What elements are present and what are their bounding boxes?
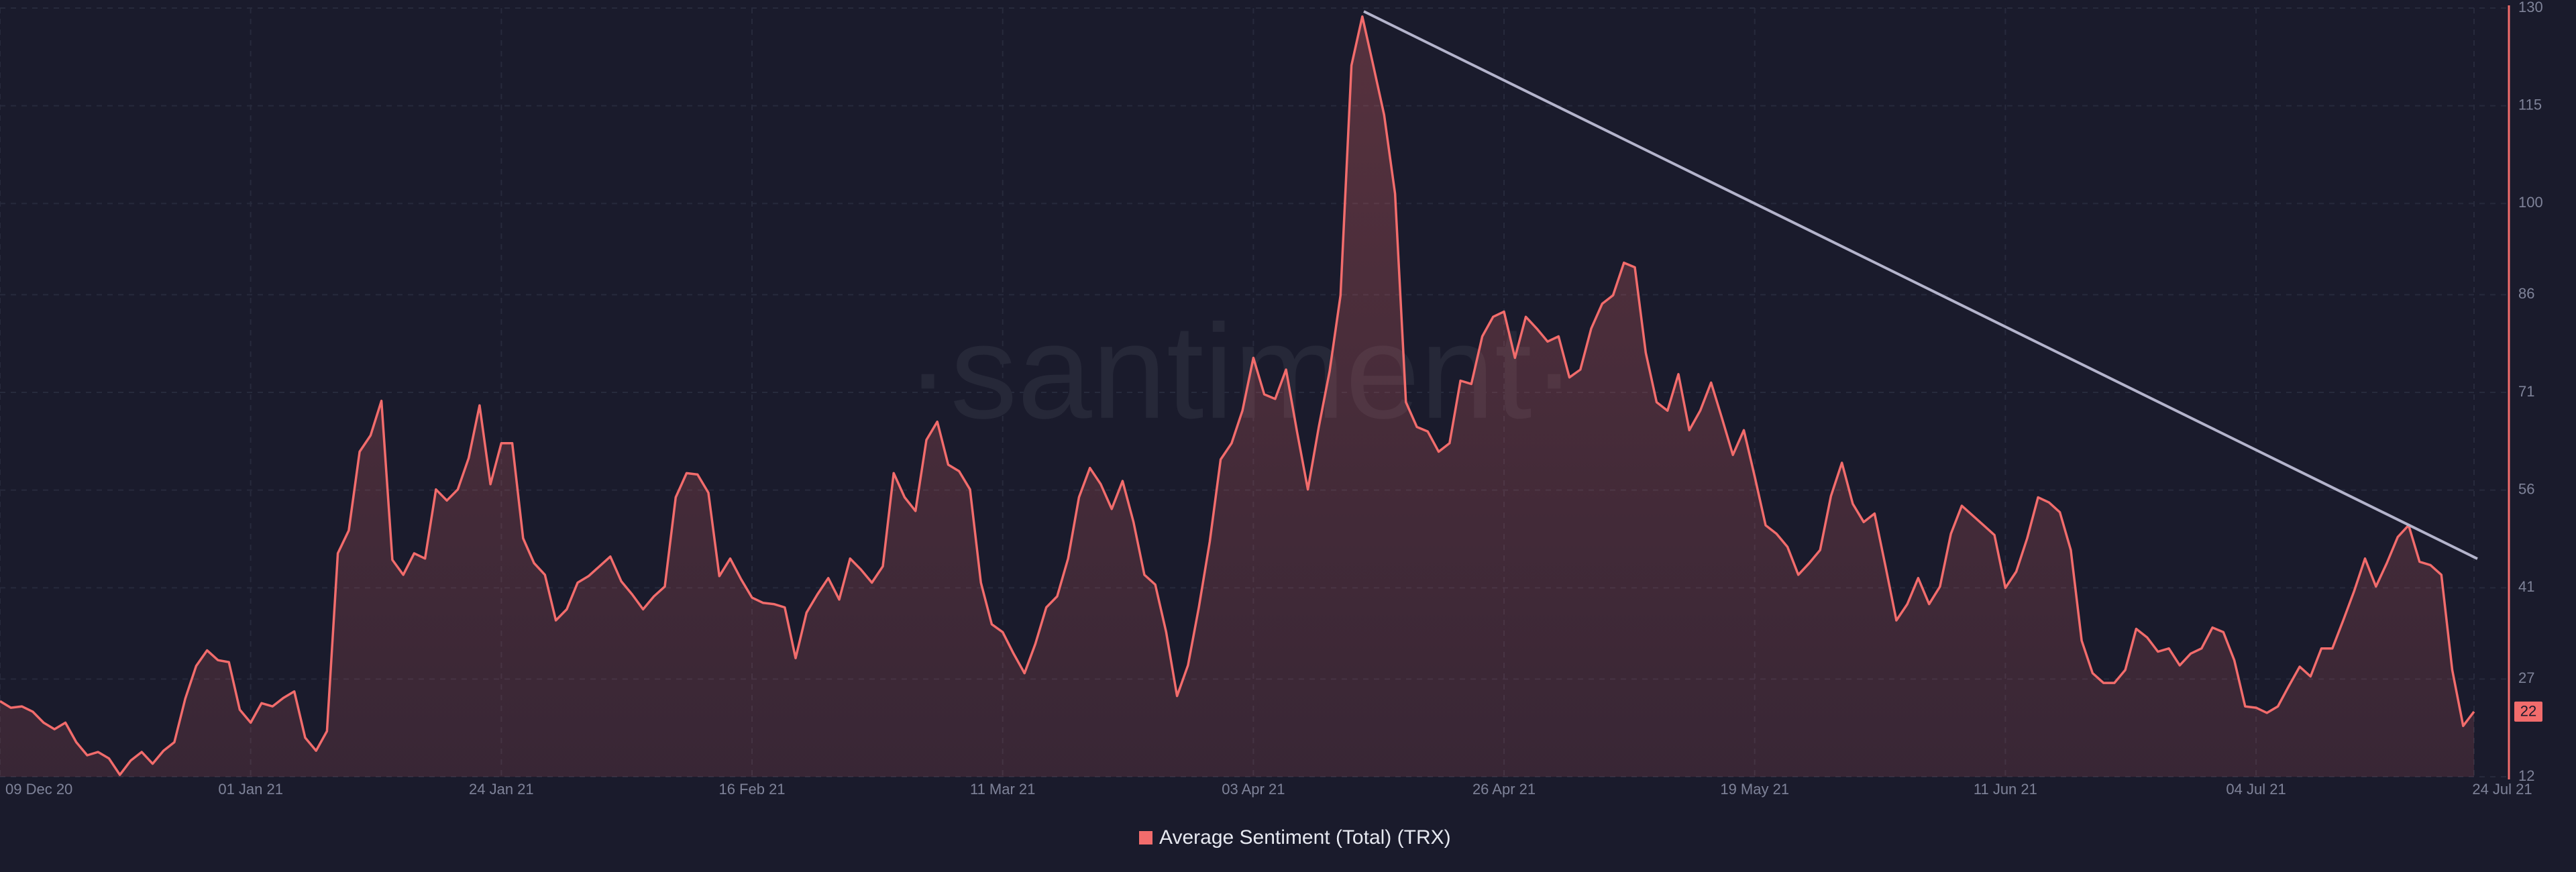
x-tick-label: 16 Feb 21 <box>718 781 785 798</box>
x-tick-label: 24 Jan 21 <box>469 781 534 798</box>
current-value-badge <box>2514 701 2542 722</box>
plot <box>0 15 2475 777</box>
x-tick-label: 24 Jul 21 <box>2472 781 2532 798</box>
x-tick-label: 11 Jun 21 <box>1974 781 2037 798</box>
line <box>0 15 2475 776</box>
trend-line <box>1363 10 2478 560</box>
y-tick-label: 86 <box>2518 285 2534 302</box>
y-tick-label: 27 <box>2518 669 2534 686</box>
y-tick-label: 41 <box>2518 578 2534 595</box>
y-tick-label: 100 <box>2518 194 2543 211</box>
x-tick-label: 11 Mar 21 <box>970 781 1035 798</box>
x-tick-label: 01 Jan 21 <box>218 781 283 798</box>
y-tick-label: 71 <box>2518 383 2534 400</box>
y-tick-label: 130 <box>2518 0 2543 15</box>
legend-label: Average Sentiment (Total) (TRX) <box>1159 826 1451 849</box>
x-tick-label: 03 Apr 21 <box>1222 781 1285 798</box>
x-tick-label: 19 May 21 <box>1720 781 1789 798</box>
area-fill <box>0 16 2474 777</box>
x-tick-label: 26 Apr 21 <box>1472 781 1536 798</box>
axes: 12 27 41 56 71 86 100 115 130 09 Dec 20 01 Jan 21 2… <box>5 0 2543 849</box>
y-tick-label: 56 <box>2518 480 2534 497</box>
legend-swatch <box>1139 831 1152 844</box>
x-tick-label: 04 Jul 21 <box>2226 781 2286 798</box>
current-value-label: 22 <box>2520 703 2536 720</box>
y-tick-label: 12 <box>2518 767 2534 784</box>
y-tick-label: 115 <box>2518 96 2542 113</box>
x-tick-label: 09 Dec 20 <box>5 781 72 798</box>
